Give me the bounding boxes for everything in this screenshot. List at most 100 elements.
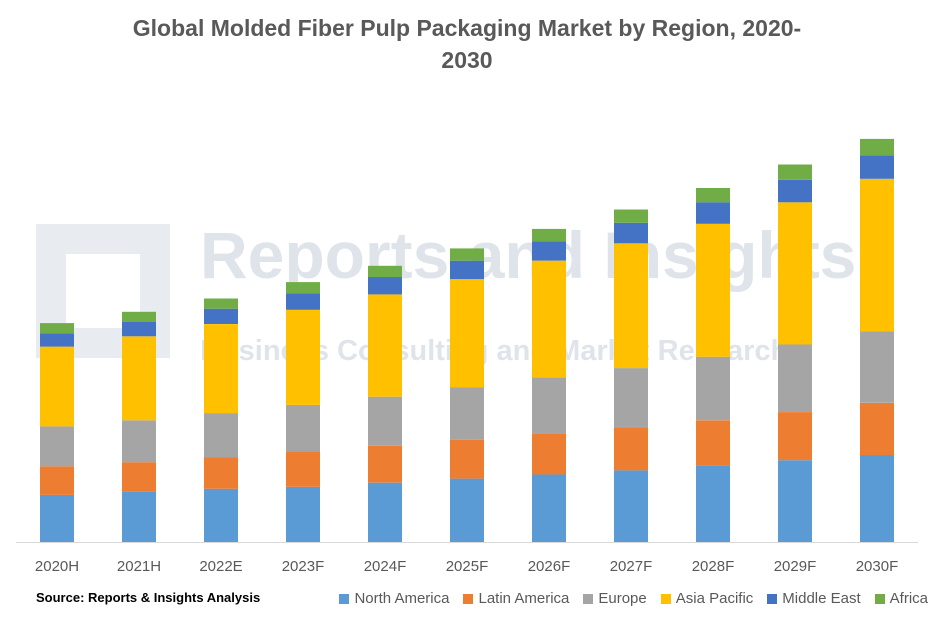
x-tick-label: 2030F <box>856 558 899 575</box>
legend-swatch <box>583 593 594 604</box>
bar-segment-north-america-2029f <box>778 460 812 542</box>
bar-segment-africa-2020h <box>40 323 74 334</box>
bar-segment-middle-east-2024f <box>368 277 402 295</box>
x-tick-label: 2022E <box>199 558 242 575</box>
bar-segment-middle-east-2027f <box>614 222 648 244</box>
bar-segment-africa-2028f <box>696 188 730 203</box>
chart-title: Global Molded Fiber Pulp Packaging Marke… <box>132 15 802 73</box>
bar-segment-asia-pacific-2029f <box>778 202 812 345</box>
bar-segment-latin-america-2023f <box>286 452 320 487</box>
bar-segment-latin-america-2029f <box>778 412 812 461</box>
legend-item-asia-pacific: Asia Pacific <box>660 590 754 607</box>
legend-item-latin-america: Latin America <box>463 590 569 607</box>
x-axis-ticks: 2020H 2021H 2022E 2023F 2024F 2025F 2026F 2027F… <box>35 558 898 575</box>
bar-segment-north-america-2027f <box>614 470 648 542</box>
legend-swatch <box>874 593 885 604</box>
bar-segment-europe-2022e <box>204 413 238 458</box>
legend-swatch <box>463 593 474 604</box>
bar-segment-middle-east-2022e <box>204 308 238 324</box>
bar-segment-middle-east-2026f <box>532 241 566 261</box>
bar-segment-asia-pacific-2028f <box>696 223 730 357</box>
legend-label: Asia Pacific <box>675 590 754 607</box>
bar-segment-europe-2023f <box>286 404 320 452</box>
legend-label: North America <box>354 590 450 607</box>
legend-item-africa: Africa <box>874 590 928 607</box>
bar-segment-latin-america-2026f <box>532 433 566 475</box>
bar-segment-africa-2030f <box>860 138 894 156</box>
watermark: Reports and Insights Business Consulting… <box>36 218 856 367</box>
bar-segment-latin-america-2027f <box>614 427 648 471</box>
bar-segment-north-america-2021h <box>122 491 156 542</box>
bar-segment-asia-pacific-2030f <box>860 178 894 332</box>
source-note: Source: Reports & Insights Analysis <box>36 590 261 605</box>
legend-item-north-america: North America <box>339 590 449 607</box>
x-tick-label: 2023F <box>282 558 325 575</box>
bar-segment-asia-pacific-2021h <box>122 336 156 421</box>
bar-segment-north-america-2026f <box>532 474 566 542</box>
bar-segment-asia-pacific-2024f <box>368 294 402 397</box>
bar-segment-latin-america-2024f <box>368 445 402 483</box>
bar-segment-europe-2027f <box>614 368 648 428</box>
bar-segment-africa-2027f <box>614 209 648 223</box>
bar-segment-north-america-2024f <box>368 482 402 542</box>
bar-segment-africa-2025f <box>450 248 484 261</box>
x-tick-label: 2026F <box>528 558 571 575</box>
legend-swatch <box>767 593 778 604</box>
bar-segment-europe-2024f <box>368 396 402 446</box>
bar-segment-north-america-2020h <box>40 494 74 542</box>
legend: North America Latin America Europe Asia Pac… <box>339 590 928 607</box>
x-tick-label: 2021H <box>117 558 161 575</box>
bar-segment-north-america-2030f <box>860 455 894 542</box>
bar-segment-latin-america-2021h <box>122 462 156 492</box>
bar-segment-middle-east-2023f <box>286 293 320 310</box>
bar-segment-middle-east-2020h <box>40 333 74 347</box>
x-tick-label: 2027F <box>610 558 653 575</box>
watermark-line1: Reports and Insights <box>200 218 856 292</box>
legend-label: Middle East <box>782 590 861 607</box>
bar-segment-africa-2023f <box>286 282 320 294</box>
bar-segment-middle-east-2021h <box>122 322 156 337</box>
bar-segment-europe-2030f <box>860 331 894 403</box>
legend-label: Africa <box>889 590 928 607</box>
legend-label: Europe <box>598 590 647 607</box>
bar-segment-africa-2022e <box>204 298 238 309</box>
bar-segment-africa-2029f <box>778 164 812 180</box>
bar-segment-middle-east-2030f <box>860 155 894 179</box>
bar-segment-north-america-2022e <box>204 488 238 542</box>
x-tick-label: 2028F <box>692 558 735 575</box>
bar-segment-europe-2029f <box>778 344 812 412</box>
bar-segment-latin-america-2028f <box>696 420 730 466</box>
bar-segment-north-america-2025f <box>450 478 484 542</box>
bar-segment-europe-2028f <box>696 356 730 421</box>
bar-segment-africa-2021h <box>122 311 156 322</box>
bar-series-group <box>40 138 894 542</box>
bar-segment-asia-pacific-2022e <box>204 324 238 414</box>
legend-label: Latin America <box>478 590 570 607</box>
legend-item-europe: Europe <box>583 590 647 607</box>
bar-segment-latin-america-2022e <box>204 457 238 489</box>
bar-segment-europe-2026f <box>532 377 566 434</box>
legend-swatch <box>660 593 671 604</box>
bar-segment-asia-pacific-2020h <box>40 346 74 427</box>
bar-segment-europe-2020h <box>40 426 74 467</box>
x-tick-label: 2024F <box>364 558 407 575</box>
bar-segment-latin-america-2025f <box>450 439 484 479</box>
bar-segment-asia-pacific-2027f <box>614 243 648 369</box>
bar-segment-middle-east-2029f <box>778 179 812 203</box>
bar-segment-asia-pacific-2023f <box>286 309 320 405</box>
bar-segment-middle-east-2028f <box>696 202 730 224</box>
bar-segment-europe-2025f <box>450 387 484 440</box>
bar-segment-asia-pacific-2026f <box>532 260 566 378</box>
legend-swatch <box>339 593 350 604</box>
legend-item-middle-east: Middle East <box>767 590 861 607</box>
bar-segment-latin-america-2030f <box>860 402 894 456</box>
bar-segment-africa-2024f <box>368 265 402 278</box>
bar-segment-north-america-2023f <box>286 486 320 542</box>
x-tick-label: 2029F <box>774 558 817 575</box>
bar-segment-asia-pacific-2025f <box>450 279 484 388</box>
bar-segment-europe-2021h <box>122 420 156 463</box>
bar-segment-north-america-2028f <box>696 465 730 542</box>
x-tick-label: 2020H <box>35 558 79 575</box>
x-tick-label: 2025F <box>446 558 489 575</box>
